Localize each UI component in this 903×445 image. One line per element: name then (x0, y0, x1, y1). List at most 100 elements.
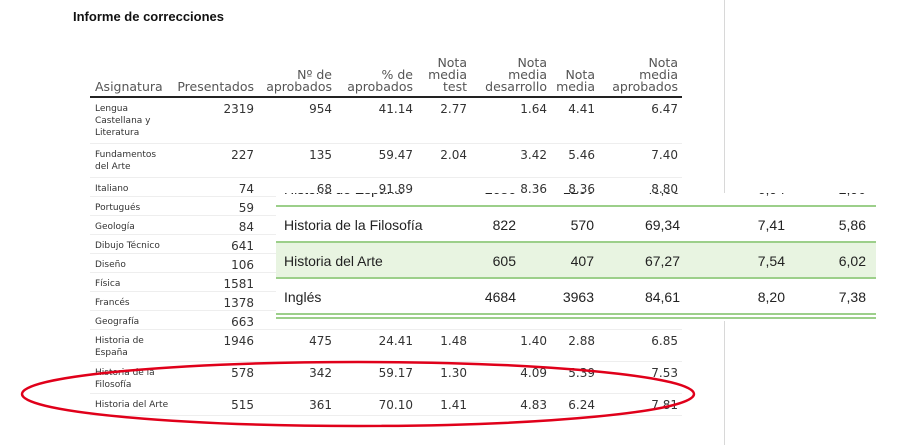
column-header: Nº de aprobados (258, 50, 336, 98)
column-header: Presentados (173, 50, 258, 98)
overlay-value-cell: 605 (492, 253, 516, 269)
overlay-value-cell: 407 (570, 253, 594, 269)
overlay-value-cell: 69,34 (644, 217, 680, 233)
value-cell: 475 (258, 329, 336, 362)
column-header-line: Nota (437, 55, 467, 70)
subject-line: Literatura (95, 128, 140, 138)
value-cell: 59 (173, 196, 258, 216)
overlay-value-cell: 6,94 (725, 193, 785, 197)
subject-line: Francés (95, 297, 130, 308)
overlay-value-cell: 1260 (534, 193, 594, 197)
column-header-line: test (442, 79, 467, 94)
column-header-line: Nota (517, 55, 547, 70)
subject-cell: Historia de España (90, 329, 173, 362)
subject-line: España (95, 347, 128, 358)
overlay-value-cell: 4684 (484, 289, 516, 305)
overlay-subject-label: Inglés (284, 289, 322, 305)
subject-line: Historia de la (95, 367, 155, 378)
column-header-line: media (639, 67, 678, 82)
value-cell: 4.09 (471, 361, 551, 394)
subject-line: Fundamentos (95, 149, 157, 160)
overlay-subject-label: Historia de la Filosofía (284, 217, 423, 233)
table-row: Lengua Castellana y Literatura 2319 954 41.14… (90, 97, 682, 144)
value-cell: 1.40 (471, 329, 551, 362)
subject-cell: Dibujo Técnico (90, 234, 173, 254)
value-cell: 1.48 (417, 329, 471, 362)
value-cell: 1581 (173, 272, 258, 292)
overlay-value-cell: 67,27 (644, 253, 680, 269)
overlay-bottom-rule (276, 315, 876, 319)
value-cell: 4.83 (471, 393, 551, 416)
value-cell: 7.40 (599, 143, 682, 178)
subject-cell: Geología (90, 215, 173, 235)
overlay-value-cell: 5,86 (838, 217, 866, 233)
subject-cell: Lengua Castellana y Literatura (90, 97, 173, 144)
value-cell: 5.39 (551, 361, 599, 394)
subject-cell: Historia de la Filosofía (90, 361, 173, 394)
overlay-value-cell: 822 (492, 217, 516, 233)
column-header: Nota media (551, 50, 599, 98)
column-header-line: aprobados (612, 79, 678, 94)
value-cell: 1946 (173, 329, 258, 362)
value-cell: 5.46 (551, 143, 599, 178)
value-cell: 2.77 (417, 97, 471, 144)
value-cell: 1.64 (471, 97, 551, 144)
value-cell: 361 (258, 393, 336, 416)
value-cell: 954 (258, 97, 336, 144)
subject-line: Dibujo Técnico (95, 240, 160, 251)
value-cell: 1378 (173, 291, 258, 311)
overlay-value-cell: 84,61 (644, 289, 680, 305)
overlay-row: Historia de la Filosofía 822 570 69,34 7,41 5… (276, 207, 876, 243)
subject-line: Lengua (95, 104, 129, 114)
overlay-row: Historia del Arte 605 407 67,27 7,54 6,02 (276, 243, 876, 279)
value-cell: 6.85 (599, 329, 682, 362)
overlay-value-cell: 8,20 (757, 289, 785, 305)
value-cell: 6.24 (551, 393, 599, 416)
overlay-value-cell: 7,38 (838, 289, 866, 305)
table-row: Historia de la Filosofía 578 342 59.17 1.30 4.… (90, 361, 682, 394)
value-cell: 135 (258, 143, 336, 178)
value-cell: 1.41 (417, 393, 471, 416)
column-header-line: Asignatura (95, 79, 163, 94)
column-header: Nota media aprobados (599, 50, 682, 98)
subject-line: Castellana y (95, 116, 151, 126)
column-header-line: Presentados (177, 79, 254, 94)
value-cell: 1.30 (417, 361, 471, 394)
subject-cell: Portugués (90, 196, 173, 216)
subject-line: Historia del Arte (95, 399, 169, 410)
subject-cell: Francés (90, 291, 173, 311)
value-cell: 84 (173, 215, 258, 235)
column-header: Asignatura (90, 50, 173, 98)
value-cell: 342 (258, 361, 336, 394)
subject-line: Portugués (95, 202, 141, 213)
subject-cell: Historia del Arte (90, 393, 173, 416)
table-header-row: Asignatura Presentados Nº de aprobados% de a… (90, 50, 682, 98)
subject-cell: Fundamentos del Arte (90, 143, 173, 178)
table-row: Historia de España 1946 475 24.41 1.48 1.40 2.8… (90, 329, 682, 362)
overlay-value-cell: 2686 (456, 193, 516, 197)
value-cell: 2.88 (551, 329, 599, 362)
value-cell: 106 (173, 253, 258, 273)
value-cell: 59.17 (336, 361, 417, 394)
overlay-value-cell: 7,41 (757, 217, 785, 233)
overlay-value-cell: 570 (570, 217, 594, 233)
value-cell: 59.47 (336, 143, 417, 178)
value-cell: 3.42 (471, 143, 551, 178)
column-header: Nota media desarrollo (471, 50, 551, 98)
report-title: Informe de correcciones (73, 9, 224, 24)
subject-cell: Diseño (90, 253, 173, 273)
table-row: Historia del Arte 515 361 70.10 1.41 4.83 6.24… (90, 393, 682, 416)
subject-line: Italiano (95, 183, 129, 194)
value-cell: 227 (173, 143, 258, 178)
column-header-line: Nota (648, 55, 678, 70)
subject-line: Geología (95, 221, 135, 232)
overlay-row: Inglés 4684 3963 84,61 8,20 7,38 (276, 279, 876, 315)
value-cell: 8.36 (471, 177, 551, 197)
column-header-line: aprobados (347, 79, 413, 94)
column-header: Nota media test (417, 50, 471, 98)
subject-line: Física (95, 278, 121, 289)
value-cell: 41.14 (336, 97, 417, 144)
value-cell: 7.53 (599, 361, 682, 394)
value-cell: 70.10 (336, 393, 417, 416)
overlay-results-table: Historia de España2686126046,906,942,90H… (276, 193, 876, 321)
